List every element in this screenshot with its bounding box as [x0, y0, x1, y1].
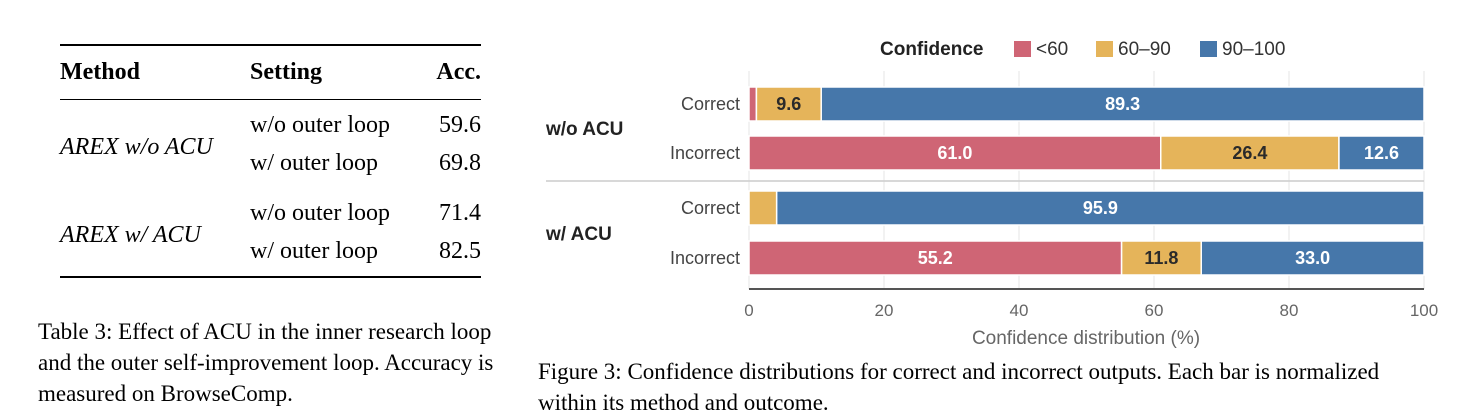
bar-segment: [1160, 135, 1340, 171]
bar-segment: [748, 190, 778, 226]
bar-data-label: 9.6: [776, 94, 801, 114]
bar-data-label: 12.6: [1364, 143, 1399, 163]
accuracy-cell: 82.5: [439, 237, 481, 264]
accuracy-cell: 71.4: [439, 199, 481, 226]
chart-category-labels: Correct Incorrect Correct Incorrect w/o ACU w…: [545, 94, 740, 268]
table-row: w/ outer loop 82.5: [60, 232, 481, 276]
bar-data-label: 26.4: [1232, 143, 1267, 163]
method-cell: AREX w/o ACU: [60, 133, 213, 160]
results-table-body: AREX w/o ACU w/o outer loop 59.6 w/ oute…: [60, 100, 481, 276]
legend-entry: <60: [1036, 39, 1068, 60]
x-tick-label: 100: [1410, 301, 1438, 320]
group-label: w/ ACU: [545, 224, 612, 245]
bar-data-label: 95.9: [1083, 198, 1118, 218]
chart-bars: 9.6 89.3 61.0 26.4 12.6 95.9 55.2 11.8 33.0: [748, 86, 1425, 276]
bar-data-label: 11.8: [1144, 248, 1178, 268]
chart-x-axis: Confidence distribution (%) 0 20 40 60 80 100: [744, 288, 1438, 349]
results-table-block: Method Setting Acc. AREX w/o ACU w/o out…: [60, 44, 481, 278]
bar-segment: [820, 86, 1425, 122]
header-setting: Setting: [250, 59, 322, 85]
accuracy-cell: 59.6: [439, 111, 481, 138]
x-tick-label: 0: [744, 301, 753, 320]
table-bottom-rule: [60, 276, 481, 278]
x-tick-label: 60: [1145, 301, 1164, 320]
x-tick-label: 40: [1010, 301, 1029, 320]
header-accuracy: Acc.: [436, 59, 481, 85]
table-row: w/ outer loop 69.8: [60, 144, 481, 188]
bar-segment: [748, 240, 1123, 276]
table-row: AREX w/o ACU w/o outer loop 59.6: [60, 100, 481, 160]
header-method: Method: [60, 59, 140, 85]
bar-data-label: 61.0: [937, 143, 972, 163]
chart-legend: Confidence <60 60–90 90–100: [880, 39, 1285, 60]
method-cell: AREX w/ ACU: [60, 221, 201, 248]
category-label: Incorrect: [670, 248, 740, 268]
bar-data-label: 55.2: [918, 248, 953, 268]
legend-title: Confidence: [880, 39, 983, 60]
legend-entry: 90–100: [1222, 39, 1285, 60]
group-label: w/o ACU: [545, 119, 623, 140]
results-table: Method Setting Acc.: [60, 46, 481, 99]
category-label: Incorrect: [670, 143, 740, 163]
legend-swatch: [1096, 41, 1113, 57]
bar-segment: [748, 86, 758, 122]
setting-cell: w/o outer loop: [250, 199, 390, 226]
setting-cell: w/ outer loop: [250, 237, 378, 264]
bar-data-label: 89.3: [1105, 94, 1140, 114]
figure-caption: Figure 3: Confidence distributions for c…: [538, 359, 1380, 415]
confidence-chart: Confidence <60 60–90 90–100 9.6 89.3 61.0 26.…: [545, 39, 1438, 349]
bar-segment: [748, 135, 1162, 171]
table-row: AREX w/ ACU w/o outer loop 71.4: [60, 188, 481, 248]
table-header-row: Method Setting Acc.: [60, 46, 481, 99]
legend-swatch: [1014, 41, 1031, 57]
table-caption: Table 3: Effect of ACU in the inner rese…: [38, 319, 494, 406]
legend-swatch: [1200, 41, 1217, 57]
x-tick-label: 80: [1280, 301, 1299, 320]
table-mid-rule: [60, 99, 481, 100]
category-label: Correct: [681, 198, 740, 218]
setting-cell: w/ outer loop: [250, 149, 378, 176]
x-axis-title: Confidence distribution (%): [972, 328, 1200, 349]
table-top-rule: [60, 44, 481, 46]
bar-segment: [1200, 240, 1425, 276]
x-tick-label: 20: [875, 301, 894, 320]
bar-segment: [775, 190, 1425, 226]
legend-entry: 60–90: [1118, 39, 1171, 60]
bar-segment: [1338, 135, 1425, 171]
setting-cell: w/o outer loop: [250, 111, 390, 138]
accuracy-cell: 69.8: [439, 149, 481, 176]
category-label: Correct: [681, 94, 740, 114]
bar-data-label: 33.0: [1295, 248, 1330, 268]
